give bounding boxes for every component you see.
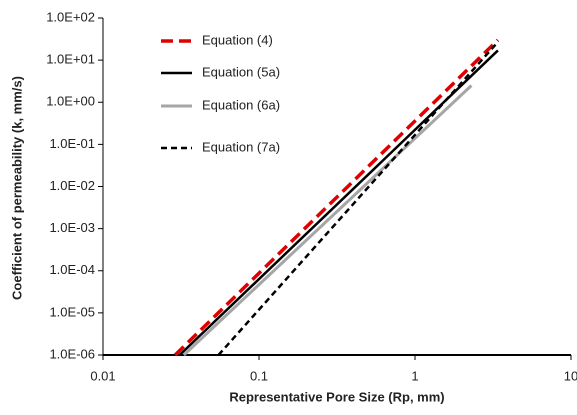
y-tick-label: 1.0E-03 [49, 220, 95, 235]
series-line [182, 84, 473, 357]
series-line [178, 49, 499, 356]
y-tick-label: 1.0E-06 [49, 346, 95, 361]
legend-label: Equation (7a) [202, 139, 280, 154]
y-tick-label: 1.0E-01 [49, 136, 95, 151]
legend-label: Equation (6a) [202, 97, 280, 112]
x-tick-label: 0.01 [90, 368, 115, 383]
series-line [173, 38, 500, 357]
y-tick-label: 1.0E-02 [49, 178, 95, 193]
x-tick-label: 10 [564, 368, 577, 383]
legend-label: Equation (5a) [202, 64, 280, 79]
y-tick-label: 1.0E+00 [46, 94, 95, 109]
y-tick-label: 1.0E-04 [49, 262, 95, 277]
y-tick-label: 1.0E+01 [46, 52, 95, 67]
y-tick-label: 1.0E+02 [46, 9, 95, 24]
legend-label: Equation (4) [202, 32, 273, 47]
x-tick-label: 0.1 [250, 368, 268, 383]
y-tick-label: 1.0E-05 [49, 304, 95, 319]
x-tick-label: 1 [411, 368, 418, 383]
x-axis-label: Representative Pore Size (Rp, mm) [229, 389, 444, 404]
y-axis-label: Coefficient of permeability (k, mm/s) [9, 76, 24, 300]
